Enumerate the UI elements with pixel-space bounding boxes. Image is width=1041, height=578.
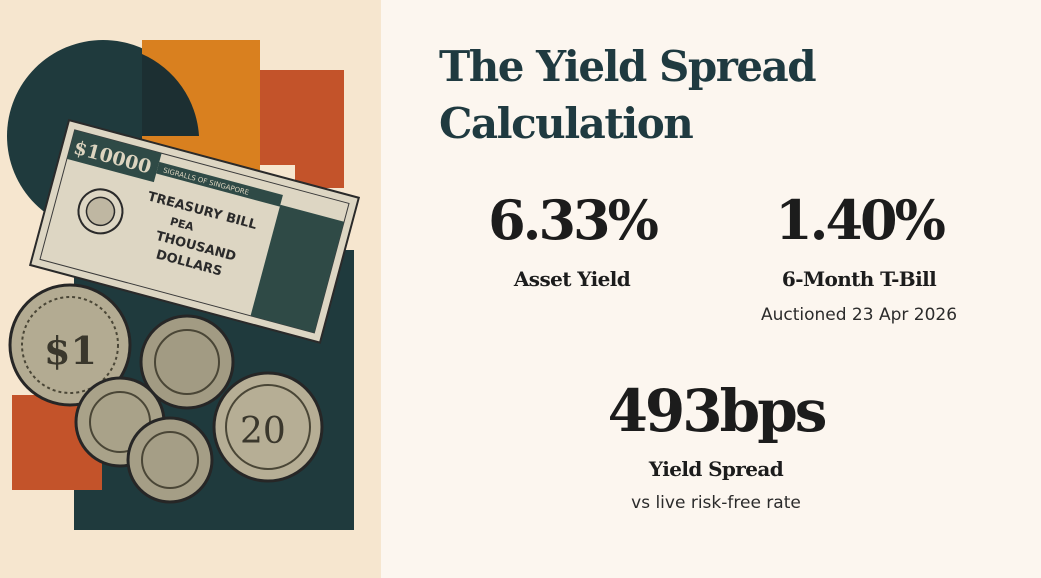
yield-spread-label: Yield Spread [648, 457, 784, 481]
yield-spread-note: vs live risk-free rate [631, 493, 801, 513]
asset-yield-value: 6.33% [488, 188, 659, 252]
coin-dollar-text: $1 [44, 328, 97, 373]
coin-twenty-text: 20 [240, 411, 286, 452]
tbill-note: Auctioned 23 Apr 2026 [760, 305, 958, 325]
illustration-panel: $10000 SIGRALLS OF SINGAPORE TREASURY BI… [0, 0, 381, 578]
yield-spread-value: 493bps [607, 377, 828, 445]
content-panel: The Yield Spread Calculation 6.33% Asset… [381, 0, 1041, 578]
tbill-value: 1.40% [775, 188, 946, 252]
banknote-line-2: PEA [169, 215, 196, 234]
coins: $1 20 [8, 283, 324, 504]
coin-twenty-shape [212, 371, 324, 483]
rust-block-shape [260, 70, 344, 188]
tbill-label: 6-Month T-Bill [781, 267, 937, 291]
page-title: The Yield Spread Calculation [439, 42, 817, 148]
tbill-stat: 1.40% 6-Month T-Bill Auctioned 23 Apr 20… [729, 188, 989, 326]
coin-dollar-shape [8, 283, 132, 407]
asset-yield-label: Asset Yield [513, 267, 631, 291]
asset-yield-stat: 6.33% Asset Yield [462, 188, 682, 292]
coin-bottom-shape [126, 416, 214, 504]
banknote: $10000 SIGRALLS OF SINGAPORE TREASURY BI… [28, 118, 361, 344]
teal-overlap-shape [142, 54, 199, 136]
yield-spread-stat: 493bps Yield Spread vs live risk-free ra… [581, 378, 851, 514]
treasury-bill-illustration: $10000 SIGRALLS OF SINGAPORE TREASURY BI… [7, 40, 361, 530]
